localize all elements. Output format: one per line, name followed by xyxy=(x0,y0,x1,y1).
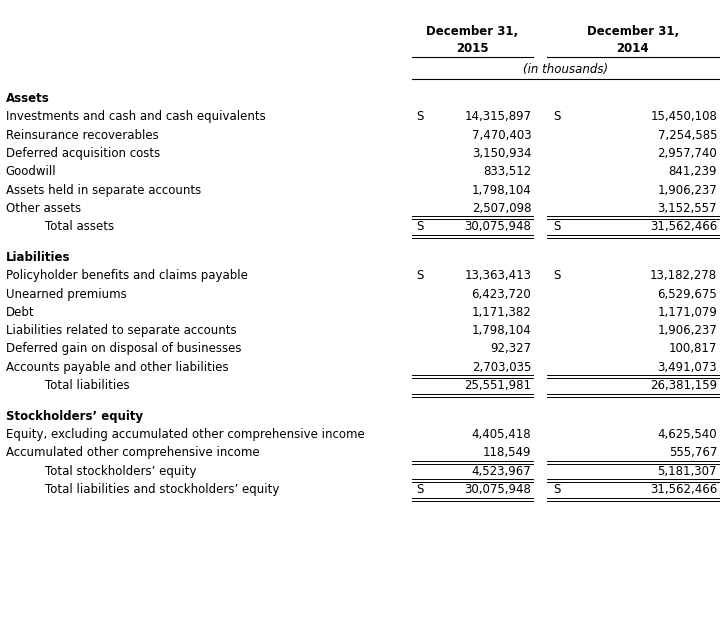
Text: 833,512: 833,512 xyxy=(483,165,531,178)
Text: 118,549: 118,549 xyxy=(483,446,531,460)
Text: Investments and cash and cash equivalents: Investments and cash and cash equivalent… xyxy=(6,111,266,123)
Text: Total assets: Total assets xyxy=(45,220,114,233)
Text: 13,363,413: 13,363,413 xyxy=(464,269,531,282)
Text: 3,150,934: 3,150,934 xyxy=(472,147,531,160)
Text: Deferred gain on disposal of businesses: Deferred gain on disposal of businesses xyxy=(6,342,241,355)
Text: Accumulated other comprehensive income: Accumulated other comprehensive income xyxy=(6,446,259,460)
Text: 841,239: 841,239 xyxy=(669,165,717,178)
Text: 1,906,237: 1,906,237 xyxy=(657,183,717,196)
Text: 5,181,307: 5,181,307 xyxy=(657,465,717,478)
Text: Unearned premiums: Unearned premiums xyxy=(6,288,127,301)
Text: Total liabilities and stockholders’ equity: Total liabilities and stockholders’ equi… xyxy=(45,483,280,496)
Text: 13,182,278: 13,182,278 xyxy=(650,269,717,282)
Text: Accounts payable and other liabilities: Accounts payable and other liabilities xyxy=(6,361,228,374)
Text: Reinsurance recoverables: Reinsurance recoverables xyxy=(6,129,158,142)
Text: S: S xyxy=(416,483,423,496)
Text: 7,254,585: 7,254,585 xyxy=(657,129,717,142)
Text: Total stockholders’ equity: Total stockholders’ equity xyxy=(45,465,197,478)
Text: Equity, excluding accumulated other comprehensive income: Equity, excluding accumulated other comp… xyxy=(6,428,364,441)
Text: Liabilities related to separate accounts: Liabilities related to separate accounts xyxy=(6,324,236,337)
Text: Other assets: Other assets xyxy=(6,202,81,215)
Text: 15,450,108: 15,450,108 xyxy=(650,111,717,123)
Text: 26,381,159: 26,381,159 xyxy=(650,379,717,392)
Text: 555,767: 555,767 xyxy=(669,446,717,460)
Text: (in thousands): (in thousands) xyxy=(523,63,608,76)
Text: December 31,: December 31, xyxy=(587,25,679,38)
Text: 4,625,540: 4,625,540 xyxy=(657,428,717,441)
Text: 30,075,948: 30,075,948 xyxy=(464,220,531,233)
Text: 2,703,035: 2,703,035 xyxy=(472,361,531,374)
Text: 7,470,403: 7,470,403 xyxy=(472,129,531,142)
Text: 2,957,740: 2,957,740 xyxy=(657,147,717,160)
Text: 25,551,981: 25,551,981 xyxy=(464,379,531,392)
Text: 4,523,967: 4,523,967 xyxy=(472,465,531,478)
Text: Debt: Debt xyxy=(6,306,35,319)
Text: 6,529,675: 6,529,675 xyxy=(657,288,717,301)
Text: 1,171,079: 1,171,079 xyxy=(657,306,717,319)
Text: 2014: 2014 xyxy=(616,42,649,55)
Text: 2015: 2015 xyxy=(456,42,489,55)
Text: December 31,: December 31, xyxy=(426,25,518,38)
Text: 30,075,948: 30,075,948 xyxy=(464,483,531,496)
Text: 14,315,897: 14,315,897 xyxy=(464,111,531,123)
Text: 1,798,104: 1,798,104 xyxy=(472,324,531,337)
Text: 31,562,466: 31,562,466 xyxy=(650,220,717,233)
Text: 1,171,382: 1,171,382 xyxy=(472,306,531,319)
Text: Assets: Assets xyxy=(6,92,50,105)
Text: S: S xyxy=(416,220,423,233)
Text: 100,817: 100,817 xyxy=(669,342,717,355)
Text: Policyholder benefits and claims payable: Policyholder benefits and claims payable xyxy=(6,269,248,282)
Text: 31,562,466: 31,562,466 xyxy=(650,483,717,496)
Text: Deferred acquisition costs: Deferred acquisition costs xyxy=(6,147,160,160)
Text: 3,491,073: 3,491,073 xyxy=(657,361,717,374)
Text: S: S xyxy=(553,220,560,233)
Text: Liabilities: Liabilities xyxy=(6,251,71,264)
Text: 92,327: 92,327 xyxy=(490,342,531,355)
Text: S: S xyxy=(553,111,560,123)
Text: Goodwill: Goodwill xyxy=(6,165,56,178)
Text: 1,798,104: 1,798,104 xyxy=(472,183,531,196)
Text: 2,507,098: 2,507,098 xyxy=(472,202,531,215)
Text: Assets held in separate accounts: Assets held in separate accounts xyxy=(6,183,201,196)
Text: 3,152,557: 3,152,557 xyxy=(657,202,717,215)
Text: S: S xyxy=(416,111,423,123)
Text: S: S xyxy=(553,483,560,496)
Text: Stockholders’ equity: Stockholders’ equity xyxy=(6,410,143,423)
Text: 1,906,237: 1,906,237 xyxy=(657,324,717,337)
Text: Total liabilities: Total liabilities xyxy=(45,379,130,392)
Text: S: S xyxy=(553,269,560,282)
Text: 4,405,418: 4,405,418 xyxy=(472,428,531,441)
Text: S: S xyxy=(416,269,423,282)
Text: 6,423,720: 6,423,720 xyxy=(472,288,531,301)
